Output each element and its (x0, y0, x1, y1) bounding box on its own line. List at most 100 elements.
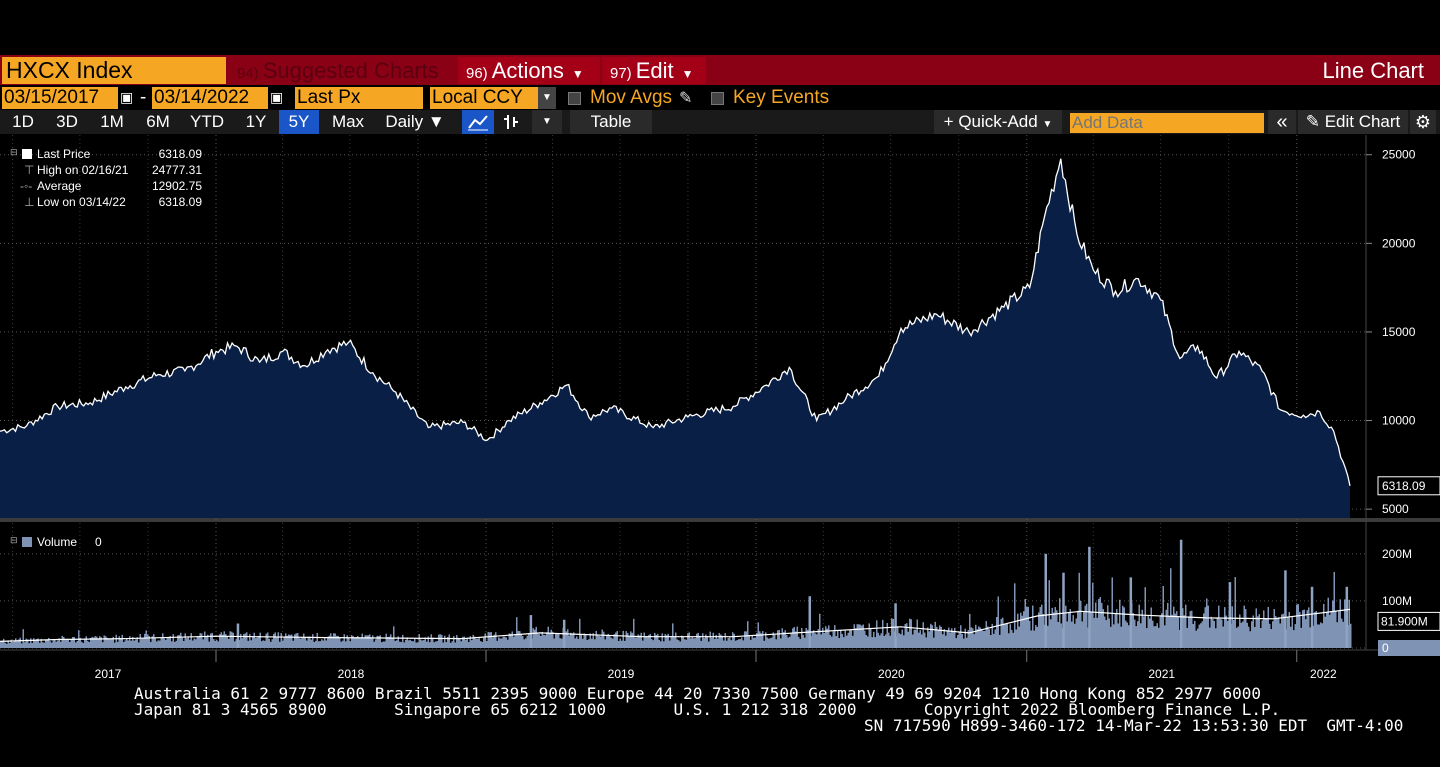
volume-bar (1197, 628, 1199, 648)
period-5y-button[interactable]: 5Y (279, 110, 319, 134)
volume-bar (676, 639, 678, 648)
edit-chart-button[interactable]: ✎ Edit Chart (1298, 110, 1408, 134)
volume-bar (120, 638, 122, 648)
line-chart-icon[interactable] (462, 110, 494, 134)
field-selector[interactable]: Last Px (295, 87, 423, 109)
volume-bar (1143, 616, 1145, 648)
volume-bar (66, 638, 68, 648)
calendar-icon[interactable]: ▣ (120, 89, 134, 105)
calendar-icon[interactable]: ▣ (270, 89, 284, 105)
edit-menu[interactable]: 97) Edit ▼ (602, 57, 706, 84)
volume-bar (846, 635, 848, 648)
volume-bar (459, 638, 461, 648)
volume-bar (556, 633, 558, 648)
volume-bar (372, 635, 374, 648)
volume-bar (1333, 571, 1335, 648)
add-data-input[interactable] (1070, 113, 1264, 133)
bar-chart-icon[interactable] (496, 110, 526, 134)
price-tick-label: 25000 (1382, 148, 1416, 162)
pencil-icon[interactable]: ✎ (679, 90, 693, 107)
volume-bar (841, 634, 843, 648)
volume-bar (832, 631, 834, 648)
volume-bar (253, 632, 255, 648)
volume-bar (180, 632, 182, 648)
period-1d-button[interactable]: 1D (12, 112, 34, 131)
volume-bar (169, 636, 171, 648)
volume-bar (115, 634, 117, 648)
actions-menu[interactable]: 96) Actions ▼ (458, 57, 600, 84)
volume-bar (244, 633, 246, 648)
volume-bar (823, 632, 825, 648)
volume-bar (15, 638, 17, 648)
volume-bar (246, 632, 248, 648)
volume-bar (1288, 612, 1290, 648)
volume-bar (1330, 611, 1332, 648)
collapse-icon[interactable]: « (1268, 110, 1296, 134)
volume-bar (976, 629, 978, 648)
chevron-down-icon[interactable]: ▼ (538, 87, 556, 109)
volume-bar (772, 632, 774, 648)
volume-bar (84, 638, 86, 648)
volume-spike-bar (1228, 582, 1232, 648)
volume-bar (856, 624, 858, 648)
volume-spike-bar (894, 603, 897, 648)
suggested-charts-menu[interactable]: 94) Suggested Charts (229, 57, 455, 84)
volume-bar (871, 637, 873, 648)
mov-avgs-checkbox[interactable] (568, 92, 581, 105)
volume-bar (708, 641, 710, 648)
table-button[interactable]: Table (570, 110, 652, 134)
volume-bar (781, 628, 783, 648)
key-events-checkbox[interactable] (711, 92, 724, 105)
volume-bar (30, 638, 32, 648)
chart-type-title: Line Chart (1322, 58, 1424, 83)
period-1y-button[interactable]: 1Y (245, 112, 267, 131)
volume-bar (613, 634, 615, 648)
quick-add-button[interactable]: + Quick-Add ▼ (934, 110, 1062, 134)
volume-bar (864, 630, 866, 648)
start-date-field[interactable]: 03/15/2017 (2, 87, 118, 109)
volume-bar (199, 633, 201, 648)
period-max-button[interactable]: Max (331, 112, 365, 131)
period-ytd-button[interactable]: YTD (190, 112, 224, 131)
volume-bar (315, 640, 317, 648)
last-price-tag (1377, 476, 1440, 496)
volume-bar (868, 623, 870, 648)
volume-bar (108, 639, 110, 648)
volume-bar (1261, 620, 1263, 648)
volume-bar (34, 640, 36, 648)
volume-bar (117, 641, 119, 648)
volume-bar (234, 641, 236, 648)
volume-bar (594, 639, 596, 648)
volume-bar (1210, 616, 1212, 648)
frequency-selector[interactable]: Daily ▼ (378, 110, 452, 134)
volume-bar (658, 639, 660, 648)
volume-bar (210, 633, 212, 648)
volume-bar (1065, 605, 1067, 648)
volume-bar (834, 625, 836, 648)
volume-bar (601, 629, 603, 648)
chevron-down-icon[interactable]: ▼ (532, 110, 562, 134)
volume-bar (1120, 626, 1122, 648)
volume-bar (292, 640, 294, 648)
x-tick-label: 2017 (95, 667, 122, 681)
volume-bar (1245, 609, 1247, 648)
volume-bar (225, 634, 227, 648)
period-1m-button[interactable]: 1M (100, 112, 124, 131)
volume-bar (870, 629, 872, 648)
volume-bar (147, 634, 149, 648)
volume-bar (711, 637, 713, 648)
price-volume-chart: 5000 10000 15000 20000 25000 6318.09 0 100M 200M… (0, 135, 1440, 681)
volume-bar (1083, 611, 1085, 648)
period-3d-button[interactable]: 3D (56, 112, 78, 131)
volume-bar (558, 633, 560, 648)
volume-bar (655, 635, 657, 648)
security-field[interactable]: HXCX Index (2, 57, 226, 84)
period-6m-button[interactable]: 6M (146, 112, 170, 131)
end-date-field[interactable]: 03/14/2022 (152, 87, 268, 109)
volume-bar (184, 633, 186, 648)
volume-bar (4, 642, 6, 648)
volume-bar (850, 630, 852, 648)
currency-selector[interactable]: Local CCY (430, 87, 538, 109)
gear-icon[interactable]: ⚙ (1410, 110, 1436, 134)
volume-last-tag-label: 81.900M (1381, 614, 1428, 628)
